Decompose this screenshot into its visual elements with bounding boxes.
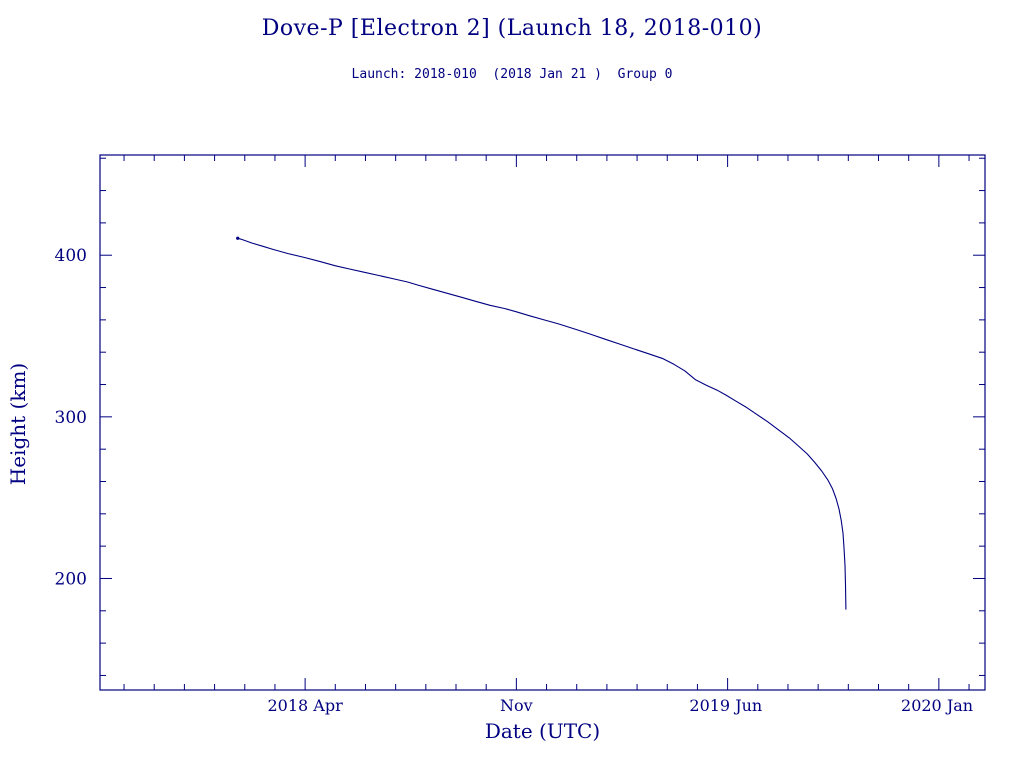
y-tick-label: 400: [55, 246, 87, 266]
y-axis-label: Height (km): [6, 362, 30, 486]
x-tick-label: 2018 Apr: [267, 696, 343, 715]
height-decay-curve: [237, 237, 847, 610]
chart-title: Dove-P [Electron 2] (Launch 18, 2018-010…: [261, 16, 763, 41]
x-tick-label: 2020 Jan: [901, 696, 973, 715]
x-tick-label: 2019 Jun: [689, 696, 762, 715]
x-tick-label: Nov: [500, 696, 533, 715]
y-tick-label: 200: [55, 569, 87, 589]
plot-box: [99, 154, 986, 691]
x-axis-label: Date (UTC): [484, 719, 601, 743]
chart-subtitle: Launch: 2018-010 (2018 Jan 21 ) Group 0: [351, 67, 673, 82]
y-tick-label: 300: [55, 408, 87, 428]
curve-start-marker: [236, 236, 240, 240]
